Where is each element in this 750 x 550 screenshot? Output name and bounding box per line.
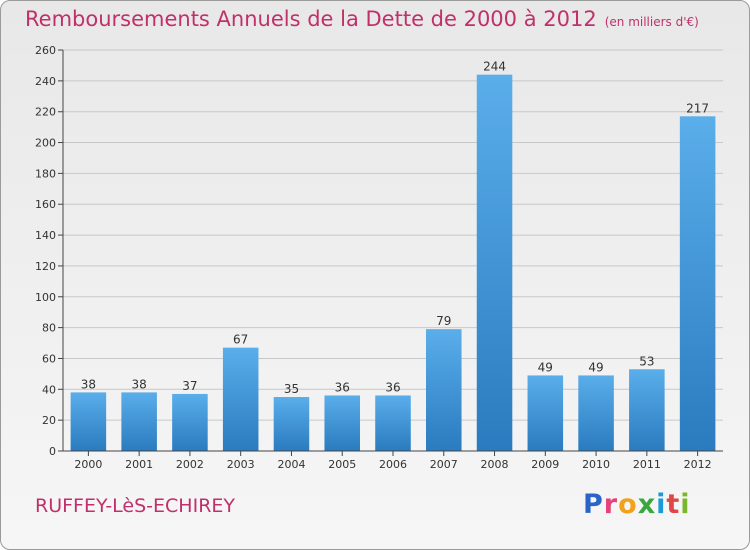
bar-value-label: 67	[233, 333, 248, 347]
bar	[375, 395, 411, 451]
x-tick-label: 2010	[582, 458, 610, 471]
y-tick-label: 60	[42, 352, 56, 365]
y-tick-label: 80	[42, 322, 56, 335]
bar	[273, 397, 310, 451]
x-tick-label: 2009	[531, 458, 559, 471]
bar-value-label: 38	[132, 377, 147, 391]
x-tick-label: 2011	[633, 458, 661, 471]
bar-value-label: 79	[436, 314, 451, 328]
chart-title-text: Remboursements Annuels de la Dette de 20…	[25, 7, 597, 31]
bar	[70, 392, 107, 451]
bar-value-label: 36	[385, 380, 400, 394]
bar	[578, 375, 614, 451]
x-tick-label: 2008	[481, 458, 509, 471]
bar-value-label: 36	[335, 380, 350, 394]
y-tick-label: 20	[42, 414, 56, 427]
logo-letter: P	[583, 489, 604, 520]
x-tick-label: 2001	[125, 458, 153, 471]
y-tick-label: 160	[35, 198, 56, 211]
bar-value-label: 37	[182, 379, 197, 393]
chart-unit: (en milliers d'€)	[604, 15, 699, 29]
bar	[527, 375, 564, 451]
bar	[172, 393, 208, 451]
bar	[476, 74, 513, 451]
chart-title: Remboursements Annuels de la Dette de 20…	[25, 7, 699, 31]
logo-letter: i	[680, 489, 691, 520]
commune-name: RUFFEY-LèS-ECHIREY	[35, 495, 236, 517]
x-tick-label: 2000	[74, 458, 102, 471]
bar	[324, 395, 360, 451]
bar-value-label: 35	[284, 382, 299, 396]
bar	[426, 329, 462, 451]
y-tick-label: 240	[35, 75, 56, 88]
x-tick-label: 2004	[277, 458, 305, 471]
bar-value-label: 53	[639, 354, 654, 368]
bar	[121, 392, 157, 451]
x-tick-label: 2007	[430, 458, 458, 471]
logo-letter: x	[637, 489, 657, 520]
y-tick-label: 220	[35, 106, 56, 119]
x-tick-label: 2005	[328, 458, 356, 471]
y-tick-label: 0	[49, 445, 56, 458]
bar-value-label: 217	[686, 101, 709, 115]
x-tick-label: 2003	[227, 458, 255, 471]
bar	[222, 347, 259, 451]
y-tick-label: 40	[42, 383, 56, 396]
bar-value-label: 244	[483, 60, 506, 74]
logo-letter: t	[666, 489, 681, 520]
y-tick-label: 200	[35, 137, 56, 150]
logo-letter: i	[656, 489, 667, 520]
bar	[679, 116, 716, 452]
x-tick-label: 2002	[176, 458, 204, 471]
y-tick-label: 100	[35, 291, 56, 304]
proxiti-logo: Proxiti	[583, 489, 691, 520]
logo-letter: r	[603, 489, 619, 520]
logo-letter: o	[618, 489, 638, 520]
bar-value-label: 38	[81, 377, 96, 391]
bar	[629, 369, 665, 451]
x-tick-label: 2006	[379, 458, 407, 471]
bar-value-label: 49	[538, 360, 553, 374]
y-tick-label: 120	[35, 260, 56, 273]
y-tick-label: 180	[35, 167, 56, 180]
x-tick-label: 2012	[684, 458, 712, 471]
y-tick-label: 140	[35, 229, 56, 242]
bar-value-label: 49	[588, 360, 603, 374]
y-tick-label: 260	[35, 44, 56, 57]
